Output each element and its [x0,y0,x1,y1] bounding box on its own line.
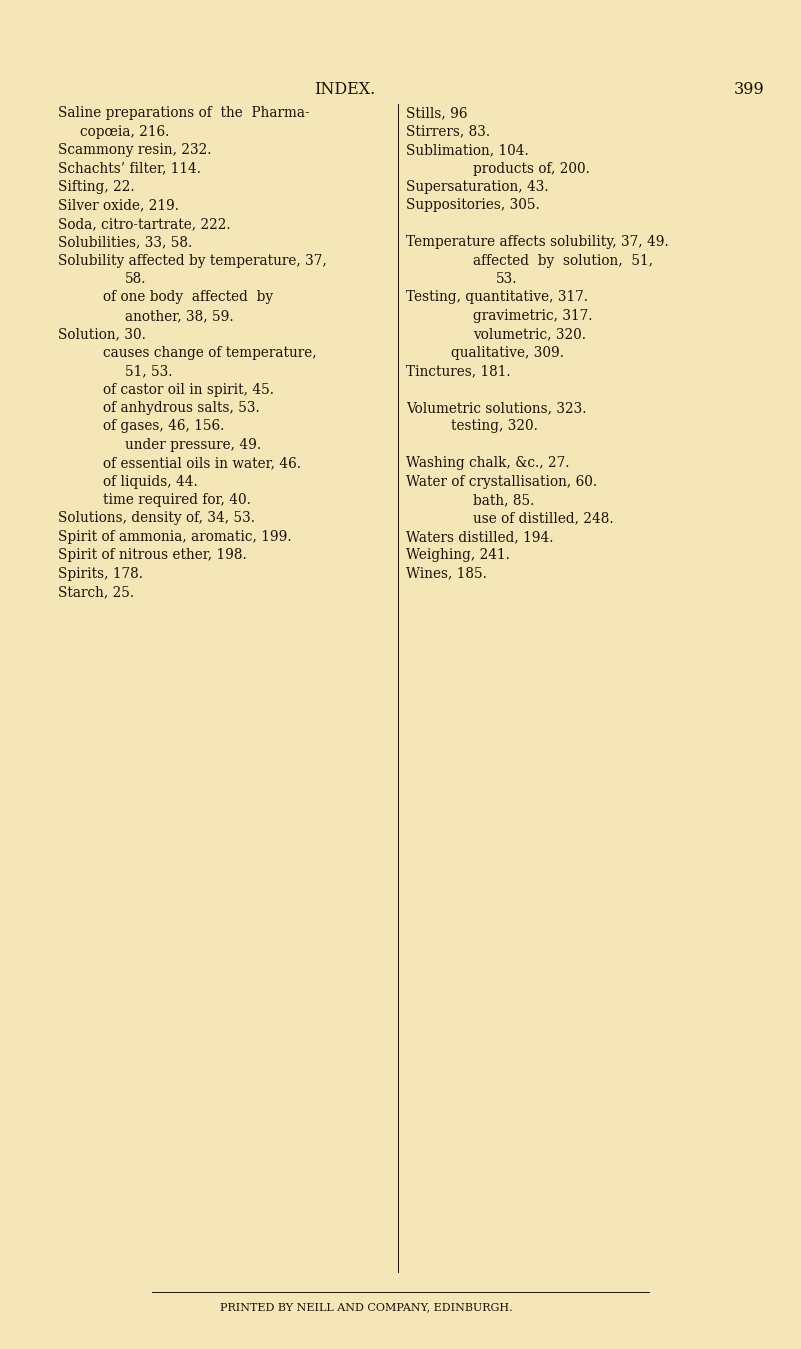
Text: testing, 320.: testing, 320. [451,420,537,433]
Text: Water of crystallisation, 60.: Water of crystallisation, 60. [406,475,598,488]
Text: of essential oils in water, 46.: of essential oils in water, 46. [103,456,300,471]
Text: products of, 200.: products of, 200. [473,162,590,175]
Text: Testing, quantitative, 317.: Testing, quantitative, 317. [406,290,588,305]
Text: of castor oil in spirit, 45.: of castor oil in spirit, 45. [103,383,273,397]
Text: Wines, 185.: Wines, 185. [406,567,487,580]
Text: Supersaturation, 43.: Supersaturation, 43. [406,179,549,194]
Text: Schachts’ filter, 114.: Schachts’ filter, 114. [58,162,201,175]
Text: 53.: 53. [496,272,517,286]
Text: Spirits, 178.: Spirits, 178. [58,567,143,580]
Text: of gases, 46, 156.: of gases, 46, 156. [103,420,224,433]
Text: Scammony resin, 232.: Scammony resin, 232. [58,143,211,156]
Text: qualitative, 309.: qualitative, 309. [451,345,564,360]
Text: Solutions, density of, 34, 53.: Solutions, density of, 34, 53. [58,511,255,525]
Text: Waters distilled, 194.: Waters distilled, 194. [406,530,553,544]
Text: Suppositories, 305.: Suppositories, 305. [406,198,540,212]
Text: bath, 85.: bath, 85. [473,492,535,507]
Text: Starch, 25.: Starch, 25. [58,585,134,599]
Text: PRINTED BY NEILL AND COMPANY, EDINBURGH.: PRINTED BY NEILL AND COMPANY, EDINBURGH. [220,1302,513,1313]
Text: Spirit of nitrous ether, 198.: Spirit of nitrous ether, 198. [58,548,247,563]
Text: affected  by  solution,  51,: affected by solution, 51, [473,254,654,267]
Text: volumetric, 320.: volumetric, 320. [473,328,586,341]
Text: Stirrers, 83.: Stirrers, 83. [406,124,490,139]
Text: Spirit of ammonia, aromatic, 199.: Spirit of ammonia, aromatic, 199. [58,530,292,544]
Text: of liquids, 44.: of liquids, 44. [103,475,197,488]
Text: Washing chalk, &c., 27.: Washing chalk, &c., 27. [406,456,570,471]
Text: Temperature affects solubility, 37, 49.: Temperature affects solubility, 37, 49. [406,235,669,250]
Text: of anhydrous salts, 53.: of anhydrous salts, 53. [103,401,260,415]
Text: of one body  affected  by: of one body affected by [103,290,272,305]
Text: copœia, 216.: copœia, 216. [80,124,170,139]
Text: Weighing, 241.: Weighing, 241. [406,548,510,563]
Text: time required for, 40.: time required for, 40. [103,492,251,507]
Text: Volumetric solutions, 323.: Volumetric solutions, 323. [406,401,586,415]
Text: Saline preparations of  the  Pharma-: Saline preparations of the Pharma- [58,107,309,120]
Text: 51, 53.: 51, 53. [125,364,172,378]
Text: Soda, citro-tartrate, 222.: Soda, citro-tartrate, 222. [58,217,231,231]
Text: Sifting, 22.: Sifting, 22. [58,179,135,194]
Text: gravimetric, 317.: gravimetric, 317. [473,309,593,322]
Text: INDEX.: INDEX. [314,81,375,98]
Text: Silver oxide, 219.: Silver oxide, 219. [58,198,179,212]
Text: causes change of temperature,: causes change of temperature, [103,345,316,360]
Text: 58.: 58. [125,272,147,286]
Text: Sublimation, 104.: Sublimation, 104. [406,143,529,156]
Text: 399: 399 [734,81,764,98]
Text: Stills, 96: Stills, 96 [406,107,468,120]
Text: Solution, 30.: Solution, 30. [58,328,146,341]
Text: Tinctures, 181.: Tinctures, 181. [406,364,511,378]
Text: Solubilities, 33, 58.: Solubilities, 33, 58. [58,235,192,250]
Text: another, 38, 59.: another, 38, 59. [125,309,234,322]
Text: under pressure, 49.: under pressure, 49. [125,438,261,452]
Text: Solubility affected by temperature, 37,: Solubility affected by temperature, 37, [58,254,327,267]
Text: use of distilled, 248.: use of distilled, 248. [473,511,614,525]
